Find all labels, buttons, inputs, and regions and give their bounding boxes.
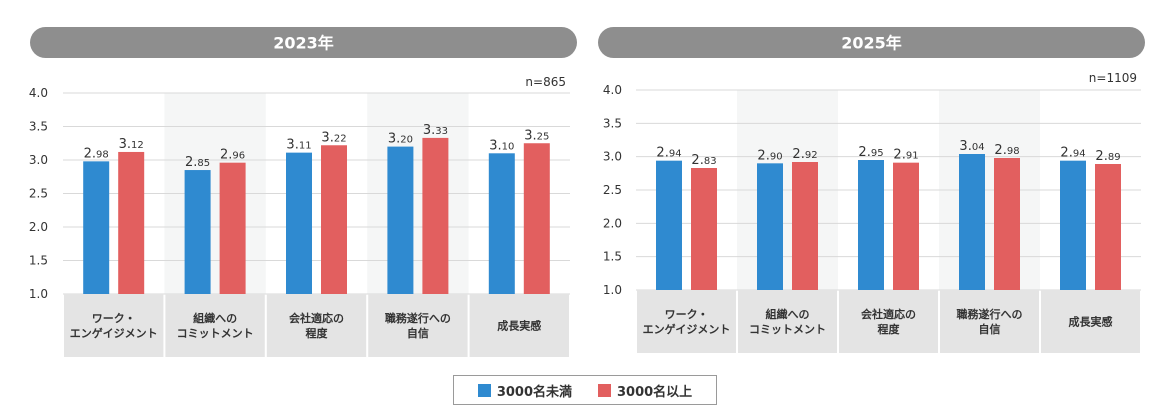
category-box <box>469 294 569 357</box>
category-box <box>940 290 1039 353</box>
y-tick-label: 3.5 <box>29 120 48 134</box>
bar-value-label: 2.96 <box>220 148 245 163</box>
category-label: 会社適応の <box>289 311 344 325</box>
bar-value-label: 2.89 <box>1095 149 1120 164</box>
bar-value-label: 2.90 <box>757 148 782 163</box>
category-label: ワーク・ <box>665 308 709 321</box>
y-tick-label: 3.0 <box>603 150 622 164</box>
category-label: 程度 <box>306 326 329 340</box>
bar-series-2 <box>994 158 1020 290</box>
chart-2: 2025年 n=1109 1.0 1.5 2.0 2.5 3.0 3.5 4.0 2.94 2.90… <box>598 27 1145 353</box>
bar-series-1 <box>858 160 884 290</box>
y-tick-label: 1.5 <box>29 254 48 268</box>
chart-title: 2025年 <box>841 34 902 53</box>
category-label: 組織への <box>766 307 810 321</box>
bar-series-1 <box>184 170 211 294</box>
category-label: 職務遂行への <box>385 311 451 325</box>
bar-value-label: 2.98 <box>994 143 1019 158</box>
bar-value-label: 3.25 <box>524 128 549 143</box>
bar-series-1 <box>656 160 682 290</box>
y-tick-label: 1.5 <box>603 250 622 264</box>
chart-title-pill <box>30 27 577 58</box>
bar-series-2 <box>422 137 449 294</box>
y-tick-label: 2.0 <box>603 216 622 230</box>
bar-series-2 <box>523 143 550 294</box>
bar-value-label: 2.85 <box>185 155 210 170</box>
bar-value-label: 3.20 <box>388 132 413 147</box>
category-label: 成長実感 <box>1069 315 1113 329</box>
category-box <box>266 294 367 357</box>
chart-title: 2023年 <box>273 34 334 53</box>
bar-series-1 <box>488 153 515 294</box>
category-box <box>165 294 265 357</box>
category-label: 自信 <box>407 326 429 340</box>
category-label: 会社適応の <box>861 307 916 321</box>
bar-value-label: 3.33 <box>423 123 448 138</box>
chart-title-pill <box>598 27 1145 58</box>
category-box <box>1041 290 1140 353</box>
category-label: コミットメント <box>177 327 254 340</box>
bar-series-2 <box>118 151 145 294</box>
bar-series-1 <box>757 163 783 290</box>
bar-value-label: 2.92 <box>792 147 817 162</box>
bar-value-label: 2.94 <box>656 146 681 161</box>
legend-label-over-3000: 3000名以上 <box>617 384 693 400</box>
bar-value-label: 2.98 <box>84 146 109 161</box>
bar-series-2 <box>691 168 717 290</box>
bar-series-2 <box>792 162 818 290</box>
legend-swatch-over-3000 <box>598 383 611 397</box>
sample-size-note: n=1109 <box>1089 71 1137 85</box>
bar-value-label: 3.11 <box>286 138 311 153</box>
category-box <box>637 290 736 353</box>
bar-series-1 <box>83 161 110 294</box>
bar-value-label: 3.22 <box>321 130 346 145</box>
category-label: 程度 <box>878 322 901 336</box>
legend: 3000名未満 3000名以上 <box>453 375 717 405</box>
bar-series-1 <box>286 152 312 294</box>
category-label: 成長実感 <box>497 319 541 333</box>
charts-canvas: 2023年 n=865 1.0 1.5 2.0 2.5 3.0 3.5 4.0 2.98 2.85 3… <box>29 27 1145 357</box>
category-label: エンゲイジメント <box>70 326 158 340</box>
category-label: エンゲイジメント <box>643 322 731 336</box>
bar-value-label: 2.91 <box>893 148 918 163</box>
category-label: 組織への <box>193 311 237 325</box>
category-label: 自信 <box>979 322 1001 336</box>
legend-label-under-3000: 3000名未満 <box>496 384 572 400</box>
legend-item-under-3000: 3000名未満 <box>477 381 572 400</box>
y-tick-label: 4.0 <box>29 86 48 100</box>
legend-swatch-under-3000 <box>477 383 491 397</box>
y-tick-label: 2.0 <box>29 220 48 234</box>
category-label: コミットメント <box>749 323 826 336</box>
bar-series-1 <box>387 146 414 294</box>
y-tick-label: 1.0 <box>603 283 622 297</box>
category-box <box>738 290 837 353</box>
bar-series-1 <box>1060 160 1086 290</box>
bar-series-2 <box>321 145 347 294</box>
bar-value-label: 2.83 <box>691 153 716 168</box>
category-box <box>368 294 468 357</box>
bar-value-label: 3.10 <box>489 138 514 153</box>
bar-series-2 <box>219 162 246 294</box>
category-label: 職務遂行への <box>957 307 1023 321</box>
y-tick-label: 2.5 <box>603 183 622 197</box>
bar-series-1 <box>959 154 985 290</box>
bar-value-label: 2.95 <box>858 145 883 160</box>
legend-item-over-3000: 3000名以上 <box>598 381 692 400</box>
category-box <box>64 294 164 357</box>
bar-value-label: 3.04 <box>959 139 984 154</box>
category-box <box>839 290 938 353</box>
y-tick-label: 1.0 <box>29 287 48 301</box>
sample-size-note: n=865 <box>525 75 566 89</box>
y-tick-label: 2.5 <box>29 187 48 201</box>
bar-series-2 <box>1095 164 1121 290</box>
y-tick-label: 3.0 <box>29 153 48 167</box>
bar-series-2 <box>893 162 919 290</box>
y-tick-label: 4.0 <box>603 83 622 97</box>
category-label: ワーク・ <box>92 312 136 325</box>
y-tick-label: 3.5 <box>603 116 622 130</box>
bar-value-label: 3.12 <box>119 137 144 152</box>
bar-value-label: 2.94 <box>1060 146 1085 161</box>
chart-1: 2023年 n=865 1.0 1.5 2.0 2.5 3.0 3.5 4.0 2.98 2.85 3… <box>29 27 577 357</box>
